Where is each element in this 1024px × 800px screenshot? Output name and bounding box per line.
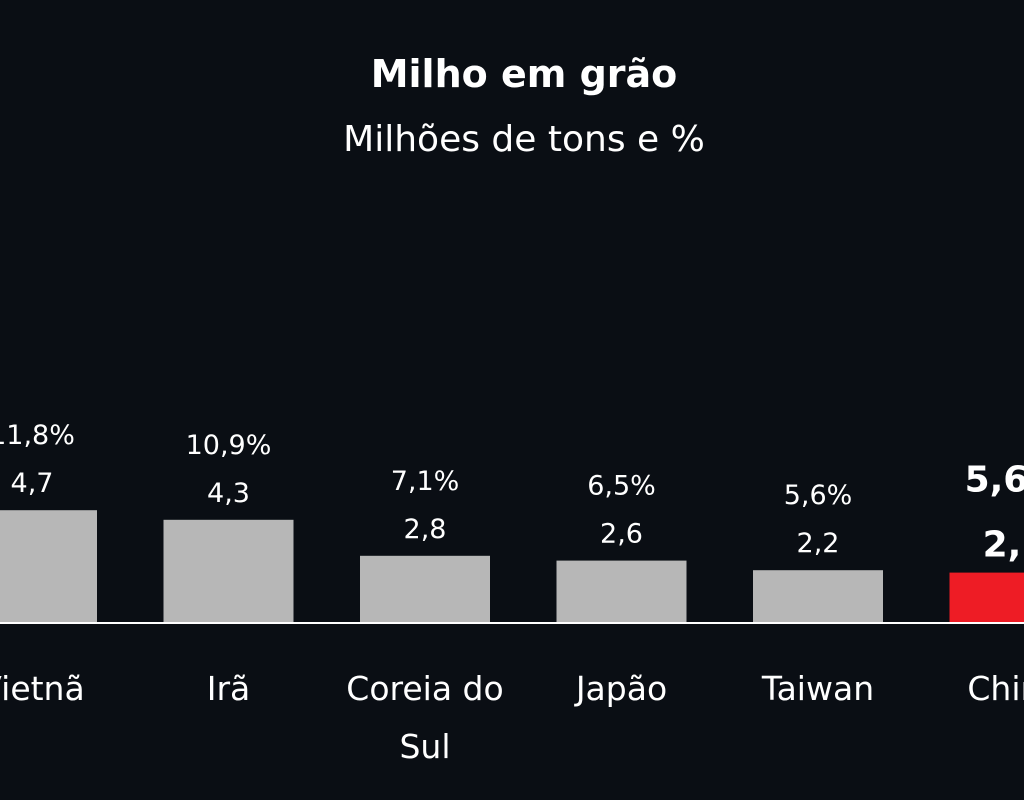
bar-1: [163, 519, 294, 623]
chart-title: Milho em grão: [371, 52, 678, 96]
category-label-5: China: [967, 669, 1024, 708]
percent-label-1: 10,9%: [186, 430, 272, 461]
percent-label-4: 5,6%: [784, 480, 853, 511]
category-label-3: Japão: [574, 669, 667, 708]
value-label-1: 4,3: [207, 478, 250, 509]
bar-2: [360, 555, 490, 623]
value-label-3: 2,6: [600, 519, 643, 550]
percent-label-group: 11,8% 10,9% 7,1% 6,5% 5,6% 5,6%: [0, 420, 1024, 511]
bar-5: [949, 572, 1024, 623]
value-label-5: 2,1: [983, 525, 1024, 566]
value-label-2: 2,8: [404, 514, 447, 545]
value-label-4: 2,2: [797, 528, 840, 559]
bar-group: [0, 510, 1024, 623]
bar-4: [753, 570, 883, 623]
value-label-0: 4,7: [11, 468, 54, 499]
category-label-2-line-0: Coreia do: [346, 669, 503, 708]
category-label-0: Vietnã: [0, 669, 85, 708]
category-label-1: Irã: [207, 669, 251, 708]
percent-label-3: 6,5%: [587, 471, 656, 502]
percent-label-0: 11,8%: [0, 420, 75, 451]
bar-3: [556, 560, 687, 623]
bar-0: [0, 510, 97, 623]
category-label-group: Vietnã Irã Coreia do Sul Japão Taiwan China: [0, 669, 1024, 766]
percent-label-5: 5,6%: [965, 460, 1024, 501]
percent-label-2: 7,1%: [391, 466, 460, 497]
category-label-2-line-1: Sul: [399, 727, 450, 766]
value-label-group: 4,7 4,3 2,8 2,6 2,2 2,1: [11, 468, 1024, 565]
chart-subtitle: Milhões de tons e %: [343, 119, 705, 160]
category-label-4: Taiwan: [761, 669, 874, 708]
